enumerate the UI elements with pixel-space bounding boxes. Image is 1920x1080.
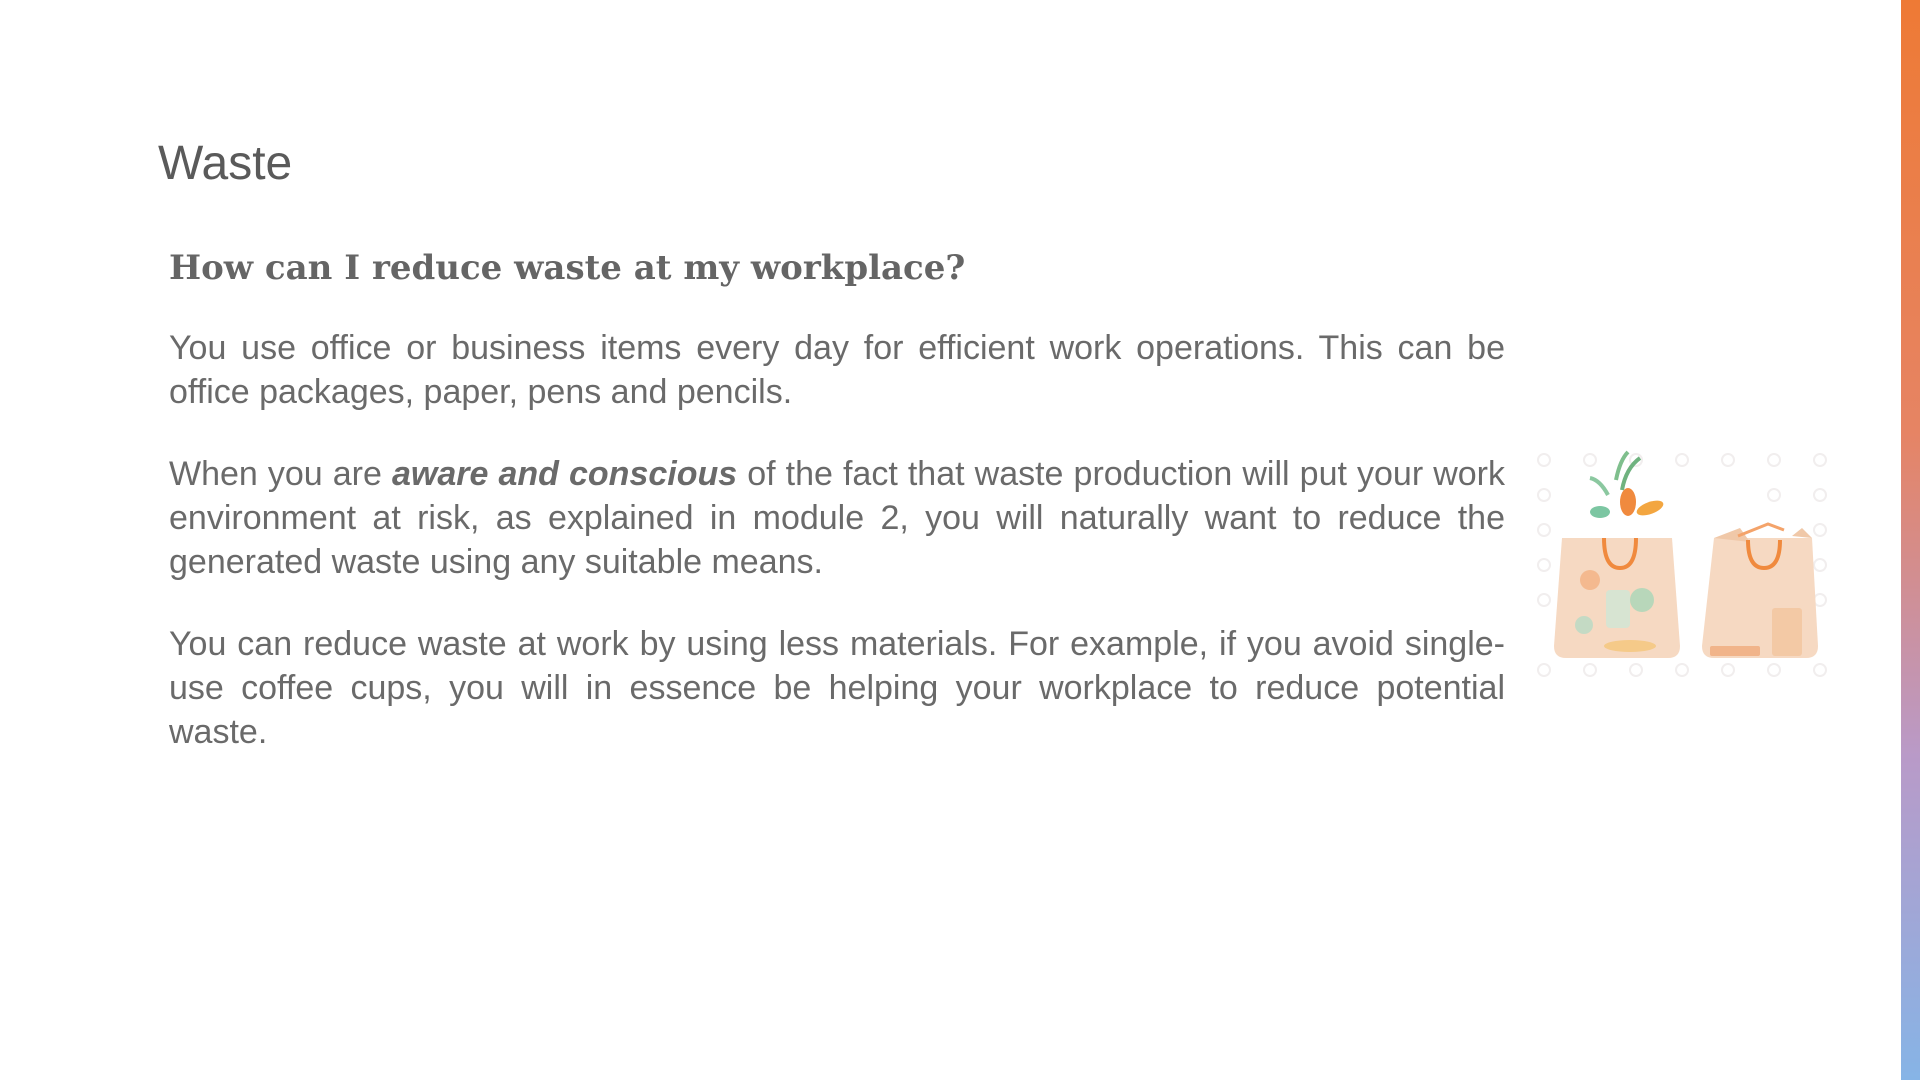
paragraph-1: You use office or business items every d…	[169, 329, 1505, 411]
shopping-bags-icon	[1530, 450, 1836, 680]
slide-content: How can I reduce waste at my workplace? …	[169, 248, 1505, 792]
paragraph-2-emphasis: aware and conscious	[392, 455, 738, 493]
accent-bar	[1901, 0, 1920, 1080]
paragraph-2-after: of the fact that waste production will p…	[169, 455, 1505, 581]
paragraph-2: When you are aware and conscious of the …	[169, 452, 1505, 584]
paragraph-3: You can reduce waste at work by using le…	[169, 625, 1505, 751]
section-heading: How can I reduce waste at my workplace?	[169, 248, 966, 288]
slide-title: Waste	[158, 137, 293, 190]
paragraph-2-before: When you are	[169, 455, 392, 493]
